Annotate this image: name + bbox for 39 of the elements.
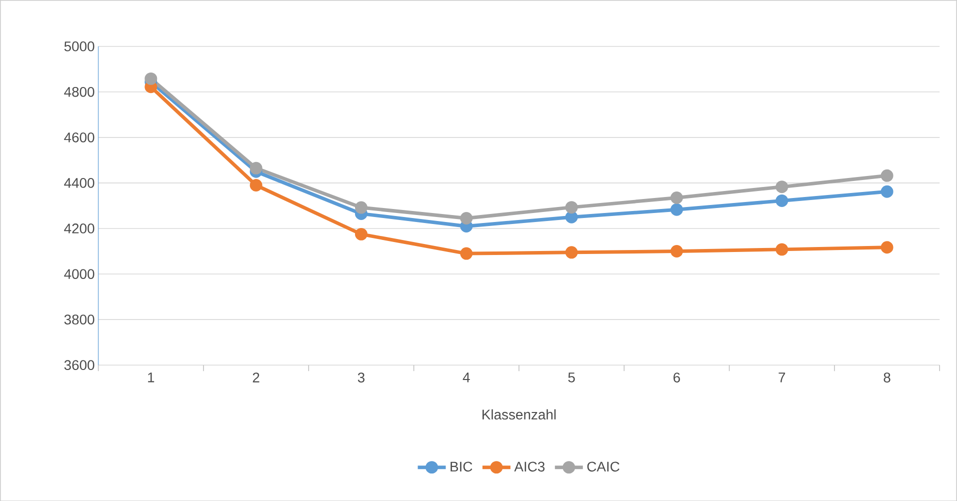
point [144, 72, 158, 85]
point [354, 228, 368, 240]
point [354, 201, 368, 214]
point [565, 246, 578, 258]
point [460, 247, 473, 260]
y-tick-label: 5000 [64, 41, 94, 52]
x-tick-label: 2 [252, 372, 260, 382]
x-tick-label: 3 [358, 372, 364, 382]
legend-label: AIC3 [514, 462, 545, 472]
point [250, 178, 262, 192]
x-axis-title: Klassenzahl [482, 409, 556, 420]
point [670, 203, 683, 216]
x-tick-label: 7 [778, 372, 786, 382]
point [880, 240, 894, 254]
x-tick-label: 5 [568, 372, 575, 382]
x-tick-label: 4 [462, 372, 470, 382]
y-tick-label: 4400 [64, 178, 94, 188]
point [565, 210, 578, 224]
point [776, 194, 788, 207]
x-tick-label: 8 [884, 372, 890, 382]
legend-label: CAIC [587, 462, 620, 472]
x-tick-label: 6 [674, 372, 680, 382]
x-tick-label: 1 [148, 372, 154, 382]
y-tick-label: 4000 [64, 268, 94, 279]
point [670, 191, 683, 204]
point [776, 243, 788, 256]
point [776, 180, 788, 193]
point [880, 169, 894, 182]
legend-label: BIC [450, 462, 472, 472]
point [670, 244, 683, 258]
y-tick-label: 4600 [64, 132, 94, 142]
point [880, 185, 894, 198]
y-tick-label: 3800 [64, 314, 94, 324]
y-tick-label: 4800 [64, 86, 94, 97]
y-tick-label: 4200 [64, 223, 94, 234]
point [250, 162, 262, 174]
y-tick-label: 3600 [64, 360, 94, 370]
point [460, 212, 473, 224]
point [565, 200, 578, 214]
